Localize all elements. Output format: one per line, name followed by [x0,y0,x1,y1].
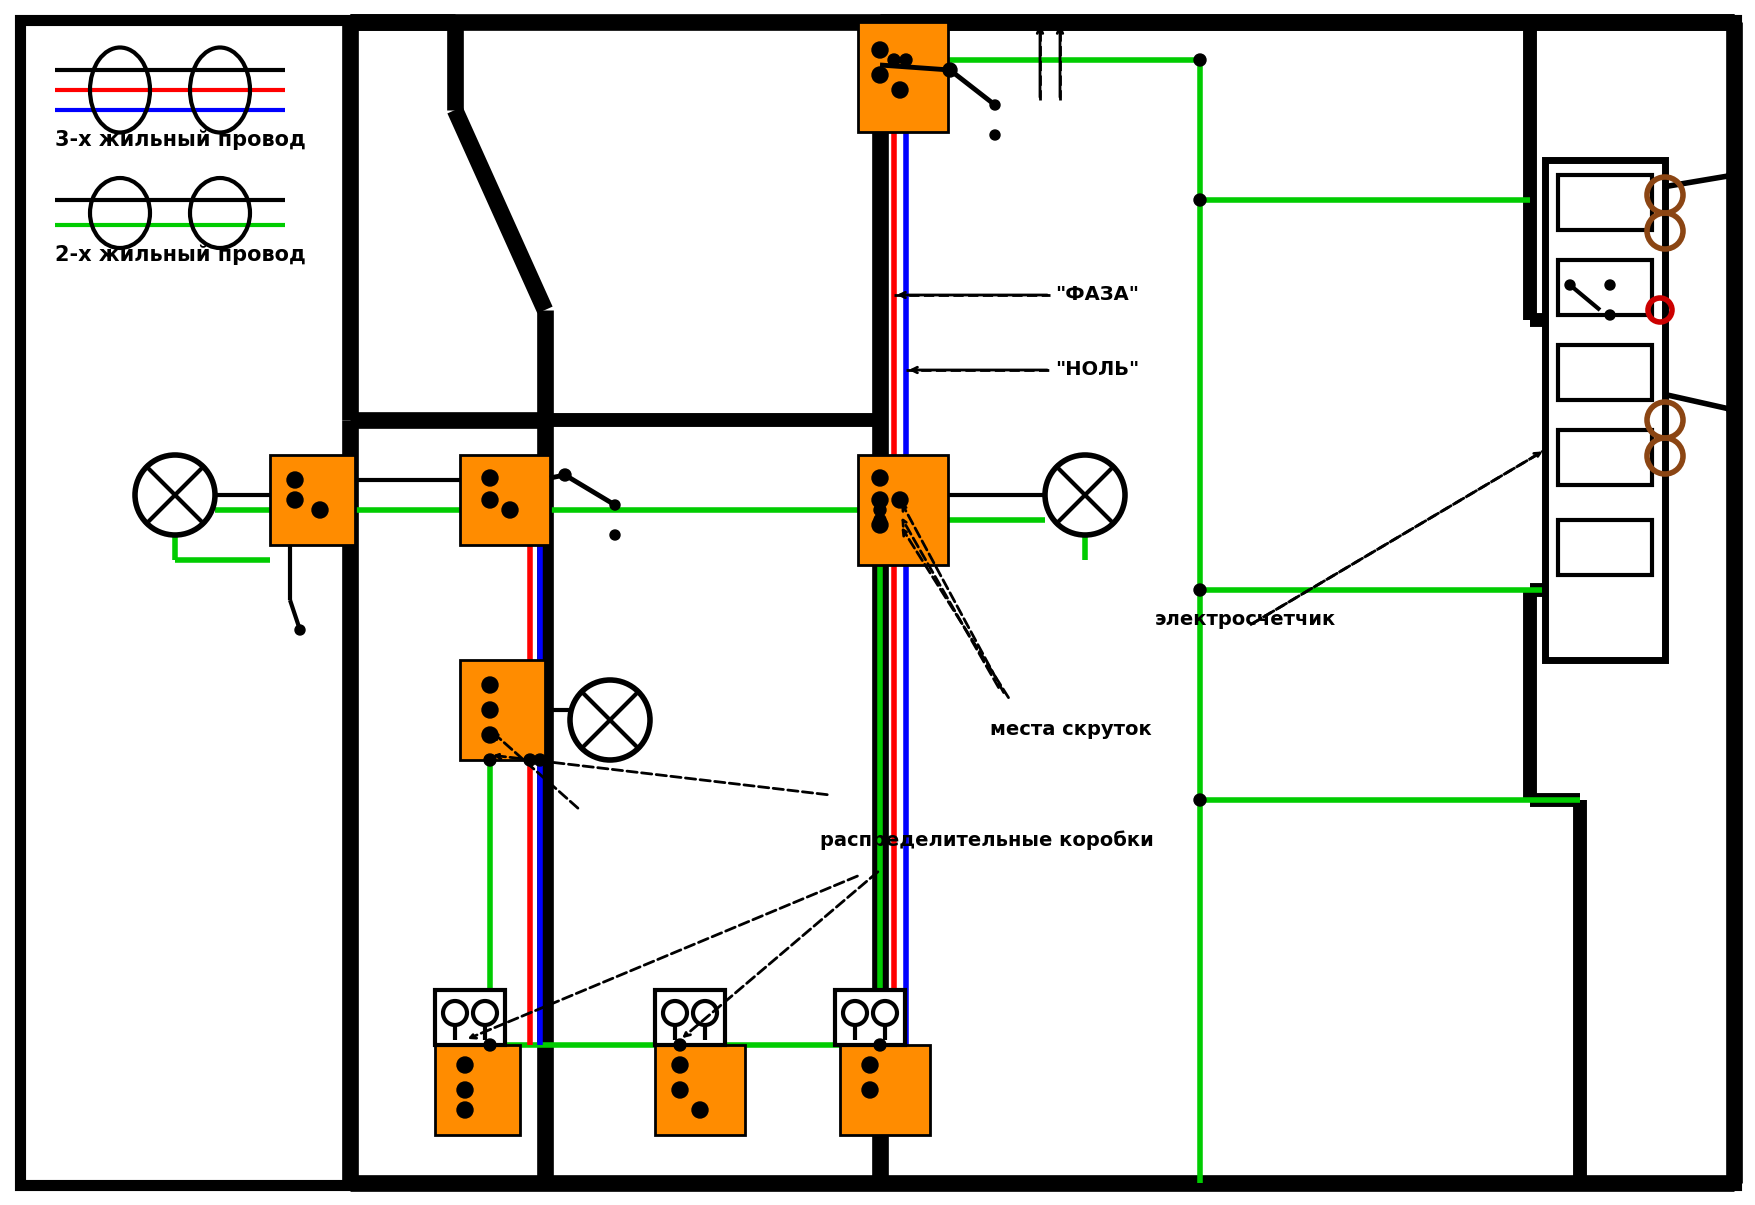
Text: "НОЛЬ": "НОЛЬ" [1055,360,1139,380]
Circle shape [672,1082,688,1098]
Bar [435,1045,519,1135]
Circle shape [892,492,907,509]
Bar [835,991,904,1045]
Circle shape [1193,584,1206,596]
Bar [655,991,725,1045]
Circle shape [456,1103,472,1118]
Bar [460,660,544,760]
Circle shape [874,1039,886,1051]
Circle shape [534,754,546,766]
Circle shape [481,492,498,509]
Circle shape [872,470,888,486]
Circle shape [1604,310,1615,321]
Text: "ФАЗА": "ФАЗА" [1055,286,1139,304]
Circle shape [872,517,888,533]
Circle shape [990,100,999,110]
Circle shape [312,502,328,518]
Circle shape [693,1001,716,1025]
Circle shape [874,515,886,527]
Circle shape [295,625,305,635]
Circle shape [874,504,886,516]
Circle shape [481,703,498,718]
Circle shape [663,1001,686,1025]
Circle shape [481,677,498,693]
Bar [1557,521,1651,575]
Circle shape [672,1057,688,1072]
Circle shape [558,469,570,481]
Circle shape [900,54,911,66]
Circle shape [484,754,495,766]
Bar [858,22,948,133]
Bar [270,455,355,545]
Circle shape [481,470,498,486]
Circle shape [872,1001,897,1025]
Circle shape [1193,54,1206,66]
Circle shape [609,530,620,540]
Circle shape [691,1103,707,1118]
Bar [655,1045,744,1135]
Circle shape [286,492,304,509]
Circle shape [472,1001,497,1025]
Circle shape [523,754,535,766]
Bar [1557,260,1651,315]
Circle shape [1044,455,1125,535]
Bar [1557,430,1651,484]
Bar [1557,175,1651,230]
Circle shape [872,67,888,83]
Circle shape [1725,167,1739,182]
Text: 3-х жильный провод: 3-х жильный провод [54,130,305,151]
Bar [460,455,549,545]
Circle shape [484,1039,495,1051]
Circle shape [1193,794,1206,806]
Bar [858,455,948,565]
Circle shape [1604,280,1615,290]
Circle shape [502,502,518,518]
Circle shape [481,727,498,743]
Circle shape [1193,194,1206,206]
Text: 2-х жильный провод: 2-х жильный провод [54,245,305,265]
Circle shape [942,63,956,77]
Circle shape [990,130,999,140]
Circle shape [1564,280,1574,290]
Circle shape [1725,402,1739,417]
Circle shape [456,1057,472,1072]
Circle shape [286,472,304,488]
Circle shape [442,1001,467,1025]
Text: места скруток: места скруток [990,721,1151,739]
Circle shape [872,492,888,509]
Circle shape [892,82,907,98]
Circle shape [862,1057,878,1072]
Circle shape [674,1039,686,1051]
Circle shape [135,455,214,535]
Bar [839,1045,930,1135]
Circle shape [872,42,888,58]
Circle shape [456,1082,472,1098]
Circle shape [842,1001,867,1025]
Bar [1557,345,1651,400]
Bar [435,991,505,1045]
Circle shape [609,500,620,510]
Circle shape [570,680,649,760]
Circle shape [862,1082,878,1098]
Bar [1544,160,1664,660]
Circle shape [888,54,900,66]
Text: электросчетчик: электросчетчик [1155,610,1336,629]
Text: распределительные коробки: распределительные коробки [820,830,1153,850]
